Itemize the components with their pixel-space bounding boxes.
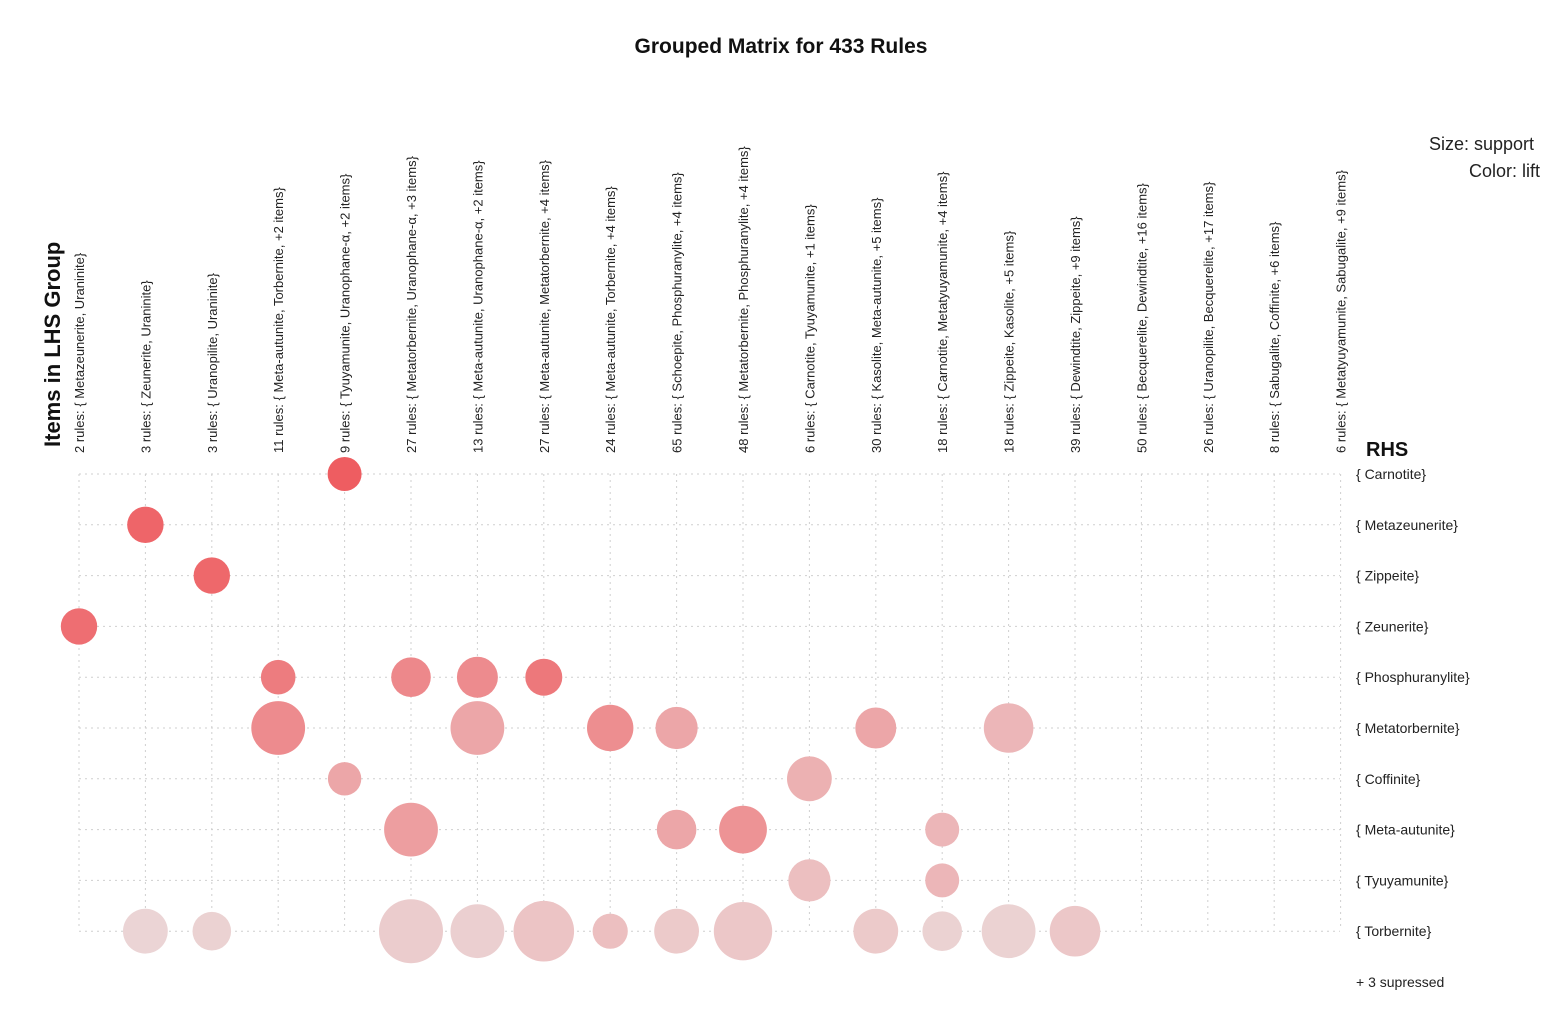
row-label: { Carnotite}: [1356, 466, 1426, 482]
rule-group-point: [922, 911, 962, 951]
rule-group-point: [251, 701, 306, 755]
rule-group-point: [592, 913, 628, 949]
column-label: 50 rules: { Becquerelite, Dewindtite, +1…: [1134, 182, 1149, 453]
rule-group-point: [450, 904, 505, 959]
column-label: 24 rules: { Meta-autunite, Torbernite, +…: [603, 186, 618, 453]
row-label: { Torbernite}: [1356, 923, 1432, 939]
column-label: 11 rules: { Meta-autunite, Torbernite, +…: [271, 187, 286, 453]
rule-group-point: [788, 859, 831, 902]
row-label: { Metazeunerite}: [1356, 517, 1458, 533]
rule-group-point: [379, 899, 443, 964]
rule-group-point: [513, 900, 575, 962]
rule-group-point: [654, 908, 699, 954]
rule-group-point: [655, 706, 698, 750]
rule-group-point: [450, 701, 505, 755]
rule-group-point: [853, 908, 899, 954]
rule-group-point: [855, 707, 897, 749]
legend-color: Color: lift: [1469, 161, 1540, 181]
column-label: 18 rules: { Carnotite, Metatyuyamunite, …: [935, 171, 950, 453]
rule-group-point: [925, 863, 960, 898]
column-label: 27 rules: { Meta-autunite, Metatorbernit…: [537, 159, 552, 453]
rule-group-point: [1049, 905, 1101, 957]
rule-group-point: [456, 656, 498, 698]
rule-group-point: [656, 809, 697, 850]
row-label: { Phosphuranylite}: [1356, 669, 1470, 685]
rule-group-point: [192, 911, 232, 951]
column-label: 26 rules: { Uranopilite, Becquerelite, +…: [1201, 181, 1216, 453]
rule-group-point: [983, 703, 1034, 753]
row-labels: { Carnotite} { Metazeunerite} { Zippeite} {…: [1356, 466, 1470, 939]
grid-layer: [78, 473, 1342, 932]
rule-group-point: [713, 902, 773, 961]
rule-group-point: [127, 506, 164, 543]
rule-group-point: [925, 812, 960, 847]
suppressed-note: + 3 supressed: [1356, 974, 1444, 990]
rule-group-point: [525, 658, 563, 696]
column-labels: 2 rules: { Metazeunerite, Uraninite} 3 ru…: [72, 146, 1349, 453]
rule-group-point: [719, 805, 767, 854]
column-label: 3 rules: { Zeunerite, Uraninite}: [138, 280, 153, 453]
column-label: 27 rules: { Metatorbernite, Uranophane-α…: [404, 155, 419, 453]
rule-group-point: [122, 908, 168, 954]
rule-group-point: [327, 457, 362, 491]
column-label: 48 rules: { Metatorbernite, Phosphuranyl…: [736, 146, 751, 453]
row-label: { Coffinite}: [1356, 771, 1421, 787]
rule-group-point: [260, 659, 296, 695]
rule-group-point: [327, 762, 362, 796]
column-label: 6 rules: { Metatyuyamunite, Sabugalite, …: [1334, 169, 1349, 453]
rule-group-point: [391, 657, 431, 697]
legend-size: Size: support: [1429, 134, 1534, 154]
column-label: 2 rules: { Metazeunerite, Uraninite}: [72, 252, 87, 453]
column-label: 3 rules: { Uranopilite, Uraninite}: [205, 272, 220, 453]
chart-title: Grouped Matrix for 433 Rules: [635, 35, 928, 58]
points-layer: [60, 457, 1101, 964]
rule-group-point: [193, 557, 230, 594]
rule-group-point: [587, 704, 634, 752]
row-label: { Zippeite}: [1356, 568, 1419, 584]
column-label: 6 rules: { Carnotite, Tyuyamunite, +1 it…: [802, 204, 817, 453]
row-label: { Zeunerite}: [1356, 618, 1429, 634]
column-label: 65 rules: { Schoepite, Phosphuranylite, …: [670, 172, 685, 453]
column-label: 39 rules: { Dewindtite, Zippeite, +9 ite…: [1068, 216, 1083, 453]
rule-group-point: [787, 756, 832, 802]
rhs-title: RHS: [1366, 439, 1408, 461]
y-axis-label: Items in LHS Group: [40, 242, 65, 447]
column-label: 9 rules: { Tyuyamunite, Uranophane-α, +2…: [338, 173, 353, 453]
row-label: { Meta-autunite}: [1356, 822, 1455, 838]
rule-group-point: [981, 904, 1036, 959]
column-label: 18 rules: { Zippeite, Kasolite, +5 items…: [1002, 230, 1017, 453]
column-label: 8 rules: { Sabugalite, Coffinite, +6 ite…: [1267, 221, 1282, 453]
row-label: { Metatorbernite}: [1356, 720, 1460, 736]
rule-group-point: [60, 608, 98, 645]
column-label: 30 rules: { Kasolite, Meta-autunite, +5 …: [869, 197, 884, 453]
rule-group-point: [384, 802, 438, 857]
column-label: 13 rules: { Meta-autunite, Uranophane-α,…: [470, 160, 485, 453]
row-label: { Tyuyamunite}: [1356, 872, 1449, 888]
